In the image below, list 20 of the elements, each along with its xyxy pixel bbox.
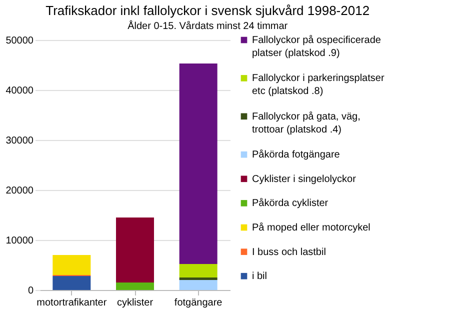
legend-label: Cyklister i singelolyckor	[252, 174, 357, 185]
legend-label: I buss och lastbil	[252, 246, 326, 258]
chart-title: Trafikskador inkl fallolyckor i svensk sjukvård 1998-2012	[46, 3, 370, 18]
y-tick-label: 30000	[6, 136, 34, 146]
x-tick-label: fotgängare	[174, 298, 223, 308]
legend-label: Påkörda cyklister	[252, 197, 329, 210]
legend-label: Fallolyckor i parkeringsplatser etc (platskod .8)	[252, 73, 385, 98]
y-tick-label: 0	[28, 286, 34, 296]
legend-label: Fallolyckor på ospecificerade platser (platskod .9)	[252, 34, 382, 59]
x-tick-label: motortrafikanter	[36, 298, 108, 308]
x-tick-label: cyklister	[116, 298, 154, 308]
legend-label: Påkörda fotgängare	[252, 148, 340, 161]
legend-label: Fallolyckor på gata, väg, trottoar (platskod .4)	[252, 110, 360, 136]
legend-label: i bil	[252, 271, 268, 282]
y-tick-label: 50000	[6, 36, 34, 46]
chart-subtitle: Ålder 0-15. Vårdats minst 24 timmar	[128, 20, 288, 32]
y-tick-label: 40000	[6, 86, 34, 96]
y-tick-label: 20000	[6, 186, 34, 196]
legend-label: På moped eller motorcykel	[252, 222, 370, 234]
y-tick-label: 10000	[6, 236, 34, 246]
